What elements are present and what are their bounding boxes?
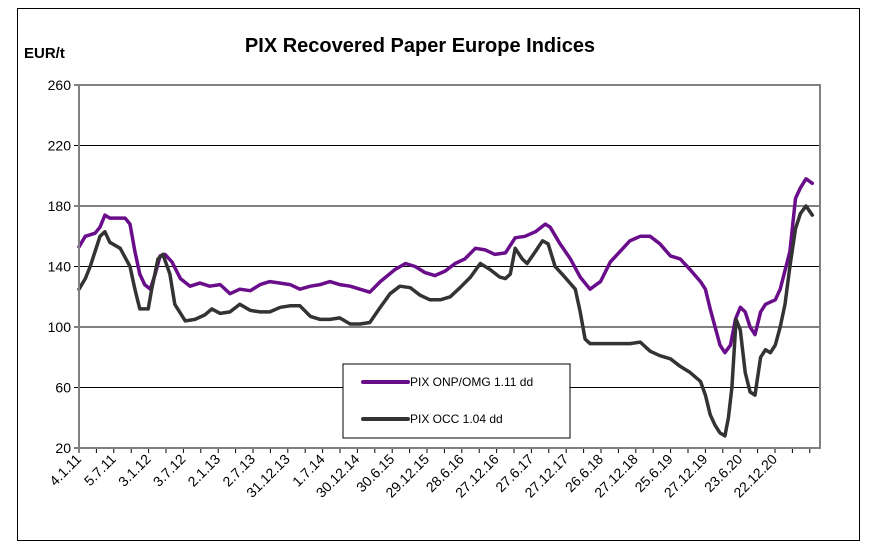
y-tick-label: 260 [48,77,72,93]
y-tick-label: 140 [48,259,72,275]
x-tick-label: 3.1.12 [115,451,154,490]
legend-label-occ: PIX OCC 1.04 dd [410,412,503,426]
series-line-occ [77,204,815,438]
series-line-onp-omg [77,177,815,355]
y-tick-label: 60 [55,380,71,396]
y-tick-label: 100 [48,319,72,335]
chart-frame [17,8,860,541]
y-tick-label: 20 [55,440,71,456]
x-tick-label: 2.1.13 [184,451,223,490]
legend-label-onp: PIX ONP/OMG 1.11 dd [410,375,533,389]
y-tick-label: 180 [48,198,72,214]
chart-title: PIX Recovered Paper Europe Indices [245,35,595,57]
legend-box [342,363,571,439]
y-axis-label: EUR/t [24,45,65,62]
legend: PIX ONP/OMG 1.11 dd PIX OCC 1.04 dd [342,363,571,439]
plot-area-border [78,84,821,449]
x-tick-label: 3.7.12 [150,451,189,490]
x-tick-label: 4.1.11 [46,451,84,489]
x-tick-label: 5.7.11 [81,451,119,489]
y-tick-label: 220 [48,138,72,154]
